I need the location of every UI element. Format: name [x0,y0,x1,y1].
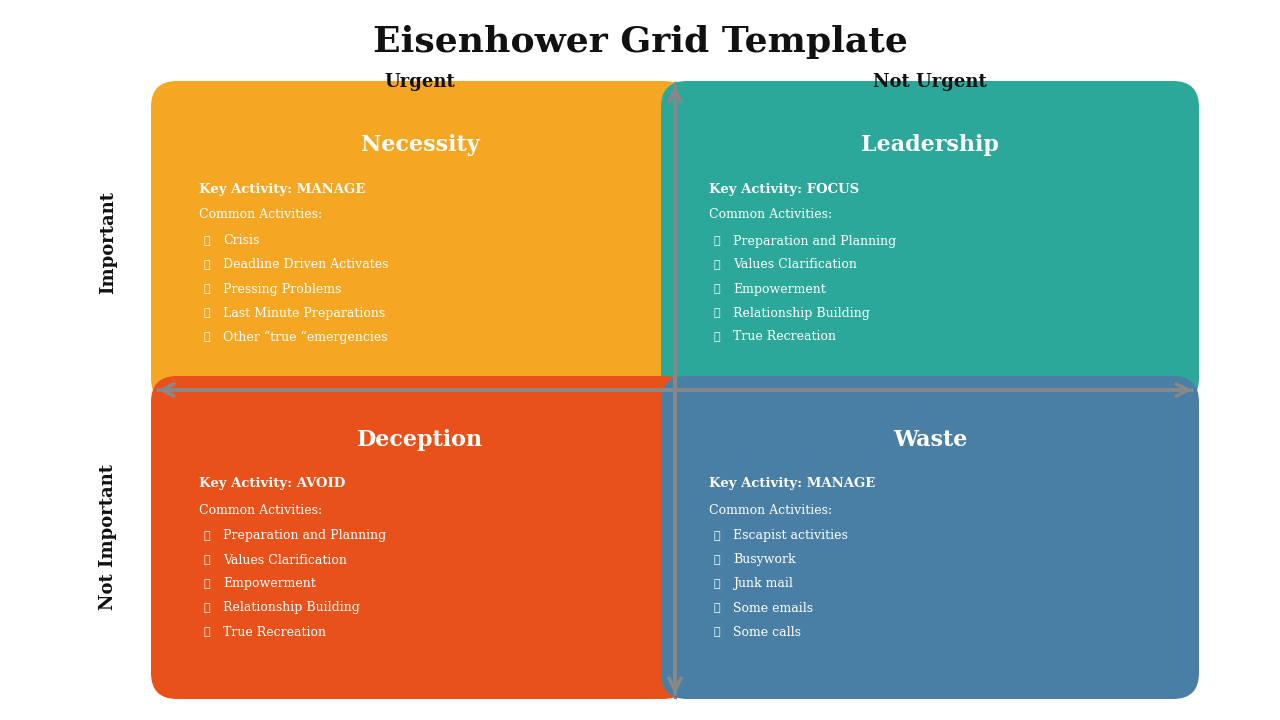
Text: Empowerment: Empowerment [223,577,316,590]
Text: Other “true “emergencies: Other “true “emergencies [223,330,388,343]
Text: Important: Important [99,191,116,294]
Text: Common Activities:: Common Activities: [709,503,832,516]
Text: ➤: ➤ [713,603,719,613]
Text: Deadline Driven Activates: Deadline Driven Activates [223,258,389,271]
Text: Not Urgent: Not Urgent [873,73,987,91]
Text: Pressing Problems: Pressing Problems [223,282,342,295]
Text: ➤: ➤ [204,308,210,318]
Text: Escapist activities: Escapist activities [733,529,847,542]
Text: Urgent: Urgent [384,73,456,91]
Text: Some calls: Some calls [733,626,801,639]
Text: Relationship Building: Relationship Building [223,601,360,614]
Text: Values Clarification: Values Clarification [733,258,856,271]
Text: Preparation and Planning: Preparation and Planning [733,235,896,248]
FancyBboxPatch shape [151,81,689,404]
Text: ➤: ➤ [713,260,719,270]
Text: ➤: ➤ [713,236,719,246]
Text: Some emails: Some emails [733,601,813,614]
Text: Common Activities:: Common Activities: [198,503,323,516]
Text: Key Activity: FOCUS: Key Activity: FOCUS [709,182,859,196]
Text: ➤: ➤ [713,308,719,318]
Text: Preparation and Planning: Preparation and Planning [223,529,387,542]
Text: Last Minute Preparations: Last Minute Preparations [223,307,385,320]
Text: ➤: ➤ [713,627,719,637]
Text: ➤: ➤ [204,603,210,613]
Text: True Recreation: True Recreation [733,330,836,343]
Text: True Recreation: True Recreation [223,626,326,639]
Text: ➤: ➤ [204,579,210,589]
Text: ➤: ➤ [713,579,719,589]
FancyBboxPatch shape [151,376,689,699]
Text: Common Activities:: Common Activities: [709,209,832,222]
Text: ➤: ➤ [204,531,210,541]
Text: ➤: ➤ [204,555,210,565]
Text: Waste: Waste [893,429,968,451]
Text: ➤: ➤ [713,332,719,342]
Text: Necessity: Necessity [361,134,480,156]
FancyBboxPatch shape [660,376,1199,699]
Text: Key Activity: MANAGE: Key Activity: MANAGE [709,477,876,490]
Text: ➤: ➤ [204,260,210,270]
Text: ➤: ➤ [713,531,719,541]
Text: Junk mail: Junk mail [733,577,792,590]
Text: ➤: ➤ [204,332,210,342]
Text: Values Clarification: Values Clarification [223,554,347,567]
Text: Busywork: Busywork [733,554,796,567]
Text: Not Important: Not Important [99,464,116,611]
Text: ➤: ➤ [713,555,719,565]
Text: Leadership: Leadership [861,134,998,156]
Text: Eisenhower Grid Template: Eisenhower Grid Template [372,25,908,59]
Text: ➤: ➤ [204,627,210,637]
Text: Deception: Deception [357,429,483,451]
Text: Key Activity: MANAGE: Key Activity: MANAGE [198,182,365,196]
Text: ➤: ➤ [204,236,210,246]
Text: Common Activities:: Common Activities: [198,209,323,222]
Text: Crisis: Crisis [223,235,260,248]
Text: ➤: ➤ [713,284,719,294]
Text: Key Activity: AVOID: Key Activity: AVOID [198,477,346,490]
FancyBboxPatch shape [660,81,1199,404]
Text: Empowerment: Empowerment [733,282,826,295]
Text: Relationship Building: Relationship Building [733,307,870,320]
Text: ➤: ➤ [204,284,210,294]
